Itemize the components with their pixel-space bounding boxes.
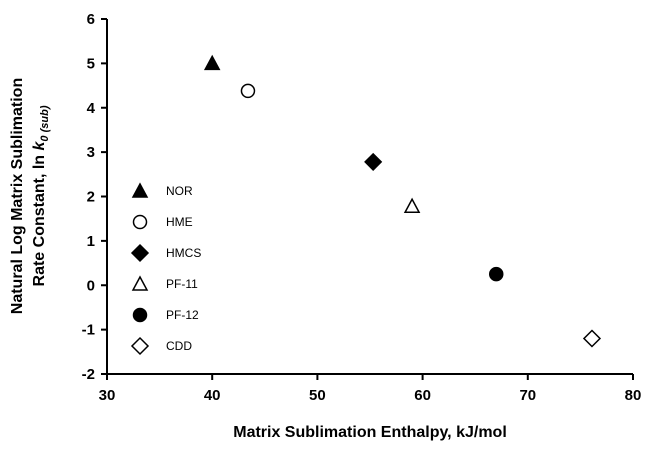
y-axis-title-prefix: Rate Constant, ln: [31, 150, 48, 286]
legend: NOR HME HMCS PF-11 PF-12 CDD: [130, 182, 201, 356]
y-tick-label: 4: [87, 100, 96, 117]
x-tick-label: 50: [309, 387, 326, 404]
legend-label-hmcs: HMCS: [166, 246, 201, 260]
data-points: [203, 54, 602, 348]
data-point-hme: [240, 83, 256, 99]
x-tick-label: 30: [99, 387, 116, 404]
data-point-pf-12: [488, 266, 504, 282]
legend-label-pf-12: PF-12: [166, 308, 199, 322]
legend-marker-nor: [131, 182, 149, 198]
y-tick-label: 3: [87, 144, 95, 161]
data-point-nor: [203, 54, 221, 71]
y-tick-label: 5: [87, 55, 95, 72]
x-axis-title: Matrix Sublimation Enthalpy, kJ/mol: [233, 424, 507, 441]
x-ticks: 30 40 50 60 70 80: [99, 374, 642, 404]
y-axis-title-k: k: [31, 140, 48, 150]
legend-marker-cdd: [130, 336, 150, 356]
y-axis-title-line1: Natural Log Matrix Sublimation: [9, 78, 26, 314]
data-point-cdd: [582, 329, 602, 348]
y-tick-label: 1: [87, 233, 95, 250]
y-tick-label: -2: [82, 366, 95, 383]
y-tick-label: 2: [87, 189, 95, 206]
legend-label-pf-11: PF-11: [166, 277, 198, 291]
x-tick-label: 70: [519, 387, 536, 404]
x-tick-label: 80: [625, 387, 642, 404]
legend-marker-pf-11: [131, 275, 149, 291]
y-ticks: -2 -1 0 1 2 3 4 5 6: [82, 11, 107, 383]
y-axis-title-subscript: 0 (sub): [39, 105, 51, 141]
y-axis-title-line2: Rate Constant, ln k0 (sub): [31, 105, 51, 286]
legend-label-cdd: CDD: [166, 339, 192, 353]
y-axis-title: Natural Log Matrix Sublimation Rate Cons…: [9, 78, 51, 314]
legend-marker-pf-12: [132, 307, 148, 323]
y-tick-label: 0: [87, 277, 95, 294]
legend-label-nor: NOR: [166, 184, 193, 198]
data-point-pf-11: [403, 197, 421, 214]
y-tick-label: -1: [82, 322, 95, 339]
legend-label-hme: HME: [166, 215, 193, 229]
legend-marker-hme: [132, 214, 148, 230]
x-tick-label: 40: [204, 387, 221, 404]
x-tick-label: 60: [414, 387, 431, 404]
legend-marker-hmcs: [130, 243, 150, 263]
y-tick-label: 6: [87, 11, 95, 28]
data-point-hmcs: [364, 152, 383, 171]
